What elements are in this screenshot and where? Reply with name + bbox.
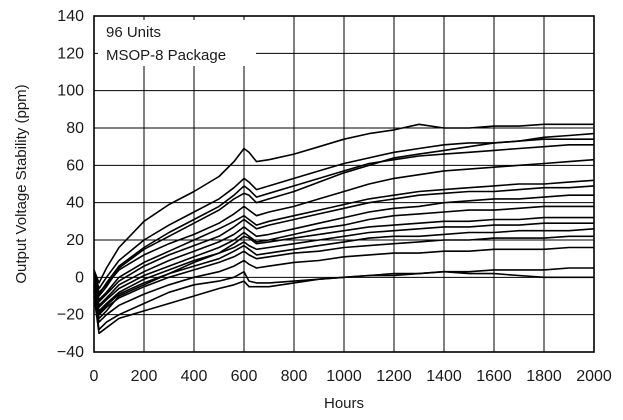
x-tick-label: 1200 [376,368,412,385]
series-line-11 [93,246,594,323]
series-line-6 [93,179,595,301]
series-line-16 [93,144,594,295]
y-tick-label: 80 [66,120,84,137]
y-axis-title: Output Voltage Stability (ppm) [13,84,30,283]
series-line-7 [93,158,595,294]
y-tick-label: 60 [66,157,84,174]
x-tick-label: 1800 [526,368,562,385]
series-line-3 [93,123,594,284]
y-tick-label: −40 [57,344,84,361]
annotation-units: 96 Units [106,24,161,41]
series-line-9 [93,222,594,312]
series-line-14 [93,205,594,308]
series-line-10 [93,235,594,316]
series-lines [93,123,595,335]
x-tick-label: 400 [181,368,208,385]
y-axis-ticks: −40 −20 0 20 40 60 80 100 120 140 [57,8,84,361]
series-line-1 [93,216,594,320]
annotation-package: MSOP-8 Package [106,47,226,64]
x-tick-label: 2000 [576,368,612,385]
x-tick-label: 600 [231,368,258,385]
series-line-13 [93,185,595,303]
x-axis-ticks: 0 200 400 600 800 1000 1200 1400 1600 1800 2000 [90,368,612,385]
y-tick-label: 120 [57,45,84,62]
x-tick-label: 200 [131,368,158,385]
y-tick-label: 100 [57,83,84,100]
y-tick-label: 40 [66,195,84,212]
series-line-12 [93,138,594,290]
y-tick-label: 0 [75,269,84,286]
y-tick-label: 20 [66,232,84,249]
x-tick-label: 800 [281,368,308,385]
y-tick-label: −20 [57,307,84,324]
series-line-4 [93,270,594,331]
annotation-box [98,20,256,66]
plot-frame [93,15,595,353]
series-line-15 [93,228,595,314]
x-tick-label: 0 [90,368,99,385]
x-tick-label: 1600 [476,368,512,385]
x-axis-title: Hours [324,395,364,412]
x-tick-label: 1400 [426,368,462,385]
series-line-5 [93,267,594,335]
x-tick-label: 1000 [326,368,362,385]
series-line-8 [93,194,594,307]
y-tick-label: 140 [57,8,84,25]
